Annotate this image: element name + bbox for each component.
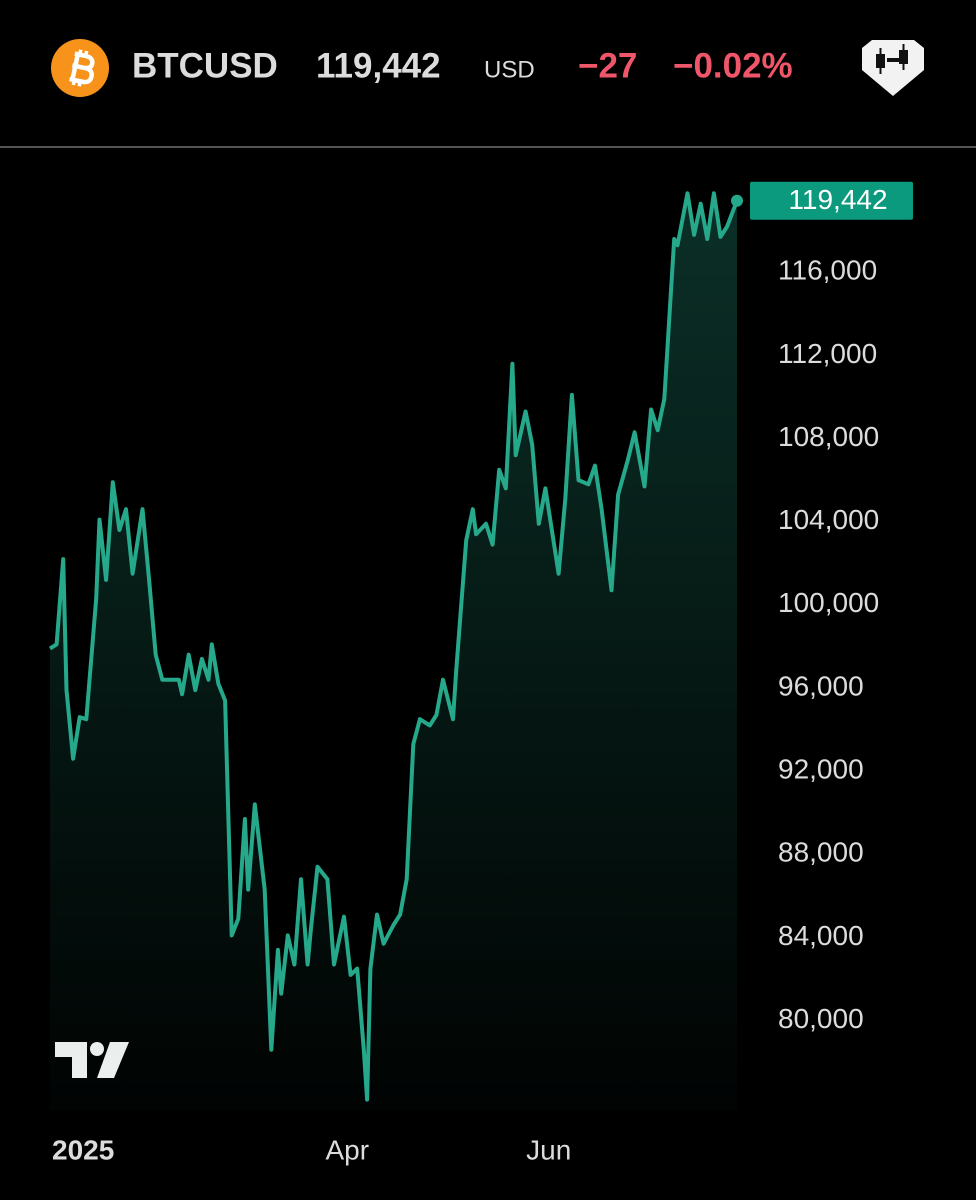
x-tick-label: Apr: [325, 1134, 369, 1165]
bitcoin-icon: [51, 39, 109, 97]
x-tick-label: Jun: [526, 1134, 571, 1165]
last-point: [731, 194, 743, 207]
price-line: [48, 191, 739, 1102]
y-tick-label: 100,000: [778, 587, 879, 618]
y-tick-label: 116,000: [778, 255, 877, 286]
x-tick-label: 2025: [52, 1134, 114, 1165]
y-tick-label: 92,000: [778, 754, 864, 785]
price-tag: [750, 181, 913, 220]
symbol: BTCUSD: [132, 46, 278, 85]
price: 119,442: [316, 46, 441, 85]
y-tick-label: 88,000: [778, 837, 864, 868]
change: −27: [578, 46, 637, 85]
price-tag-label: 119,442: [788, 184, 887, 215]
y-tick-label: 112,000: [778, 338, 877, 369]
y-tick-label: 108,000: [778, 421, 879, 452]
change-percent: −0.02%: [673, 46, 793, 85]
currency: USD: [484, 56, 535, 83]
area-fill: [50, 193, 737, 1111]
y-tick-label: 96,000: [778, 670, 864, 701]
y-tick-label: 80,000: [778, 1003, 864, 1034]
y-tick-label: 104,000: [778, 504, 879, 535]
chart-type-icon[interactable]: [862, 40, 924, 96]
y-tick-label: 84,000: [778, 920, 864, 951]
